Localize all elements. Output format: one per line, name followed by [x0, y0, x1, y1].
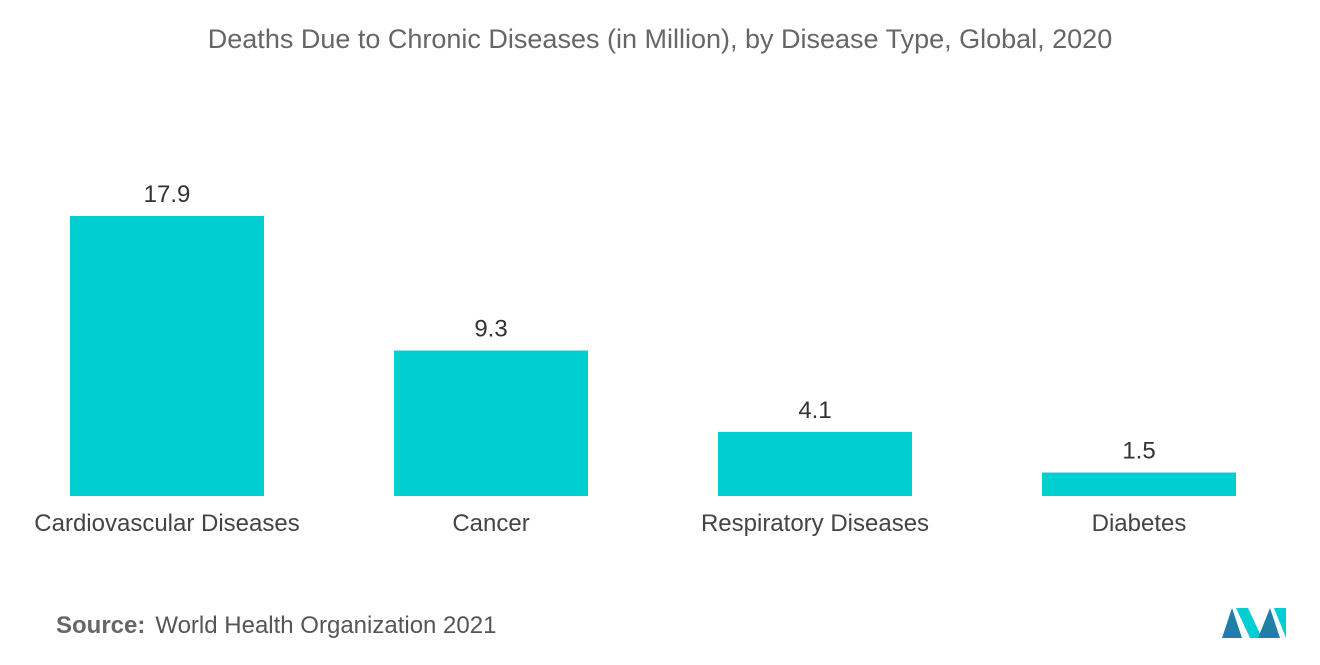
value-labels-layer: 17.9 9.3 4.1 1.5	[144, 181, 1156, 465]
category-label-3: Diabetes	[1092, 510, 1187, 537]
source-text: World Health Organization 2021	[155, 612, 497, 639]
chart-title: Deaths Due to Chronic Diseases (in Milli…	[207, 24, 1113, 54]
value-label-1: 9.3	[474, 316, 507, 343]
bar-chart: 17.9 9.3 4.1 1.5 Cardiovascular Diseases Can…	[34, 181, 1236, 537]
value-label-2: 4.1	[798, 397, 831, 424]
logo-shape-tail	[1274, 608, 1286, 638]
value-label-3: 1.5	[1122, 438, 1155, 465]
value-label-0: 17.9	[144, 181, 191, 208]
bar-3	[1042, 472, 1236, 496]
category-label-0: Cardiovascular Diseases	[34, 510, 299, 537]
bar-1	[394, 350, 588, 496]
logo-shape-right	[1258, 608, 1280, 638]
category-label-2: Respiratory Diseases	[701, 510, 929, 537]
bar-2	[718, 431, 912, 496]
category-label-1: Cancer	[452, 510, 529, 537]
mordor-intelligence-logo-icon	[1222, 608, 1286, 638]
logo-shape-mid	[1236, 608, 1262, 638]
category-labels-layer: Cardiovascular Diseases Cancer Respiratory…	[34, 510, 1186, 537]
bar-0	[70, 216, 264, 496]
bars-layer	[70, 216, 1236, 496]
logo-shape-left	[1222, 608, 1242, 638]
source-note: Source: World Health Organization 2021	[56, 612, 496, 640]
source-label: Source:	[56, 612, 146, 639]
